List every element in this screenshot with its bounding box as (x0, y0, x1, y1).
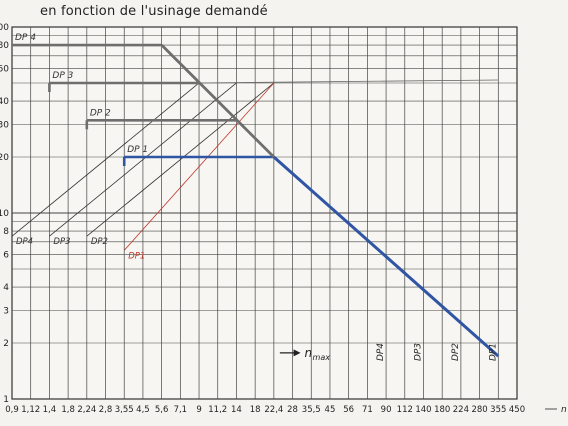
x-tick-label: 2,24 (77, 405, 96, 415)
y-tick-label: 60 (0, 64, 9, 74)
dp3-extension-line (199, 79, 499, 84)
x-tick-label: 3,55 (115, 405, 134, 415)
x-tick-label: 280 (471, 405, 487, 415)
diagonal-label: DP3 (53, 237, 70, 247)
x-tick-label: 5,6 (155, 405, 169, 415)
y-tick-label: 2 (3, 339, 9, 349)
x-tick-label: 0,9 (5, 405, 19, 415)
y-tick-label: 80 (0, 41, 9, 51)
vertical-dp-label: DP1 (488, 343, 498, 361)
nmax-label: n (305, 346, 313, 360)
y-tick-label: 20 (0, 153, 9, 163)
plateau-label: DP 1 (127, 145, 148, 155)
nmax-arrow-head (293, 349, 301, 357)
y-tick-label: 10 (0, 209, 9, 219)
x-tick-label: 140 (415, 405, 431, 415)
x-tick-label: 35,5 (302, 405, 321, 415)
x-tick-label: 1,4 (43, 405, 57, 415)
plateau-label: DP 2 (90, 108, 111, 118)
diagonal-line-dp3 (49, 82, 237, 237)
envelope-line-blue (272, 155, 500, 358)
diagonal-line-dp1 (123, 82, 275, 251)
vertical-dp-label: DP3 (413, 343, 423, 361)
y-tick-label: 100 (0, 23, 9, 33)
y-tick-label: 8 (3, 227, 9, 237)
x-tick-label: 9 (196, 405, 201, 415)
x-tick-label: 450 (509, 405, 525, 415)
nmax-subscript: max (313, 353, 331, 362)
x-tick-label: 7,1 (174, 405, 188, 415)
x-tick-label: 71 (362, 405, 373, 415)
x-tick-label: 22,4 (264, 405, 283, 415)
x-tick-label: 355 (490, 405, 506, 415)
x-tick-label: 18 (250, 405, 261, 415)
x-tick-label: 224 (453, 405, 469, 415)
x-tick-label: 2,8 (99, 405, 113, 415)
envelope-line-grey (160, 44, 275, 158)
x-tick-label: 56 (343, 405, 354, 415)
x-tick-label: 1,8 (61, 405, 75, 415)
diagonal-label: DP4 (16, 237, 33, 247)
plateau-label: DP 3 (52, 71, 73, 81)
vertical-dp-label: DP2 (451, 343, 461, 361)
x-tick-label: 1,12 (21, 405, 40, 415)
chart-title: en fonction de l'usinage demandé (40, 4, 268, 19)
y-tick-label: 6 (3, 250, 9, 260)
plateau-label: DP 4 (15, 33, 36, 43)
y-tick-label: 3 (3, 306, 9, 316)
x-tick-label: 28 (287, 405, 298, 415)
diagonal-label: DP1 (128, 251, 145, 261)
x-tick-label: 90 (381, 405, 392, 415)
y-tick-label: 1 (3, 395, 9, 405)
y-tick-label: 30 (0, 120, 9, 130)
x-tick-label: 4,5 (136, 405, 150, 415)
x-tick-label: 45 (325, 405, 336, 415)
x-tick-label: 180 (434, 405, 450, 415)
x-tick-label: 14 (231, 405, 242, 415)
diagonal-line-dp4 (11, 82, 200, 237)
diagonal-line-dp2 (86, 82, 275, 237)
x-tick-label: 11,2 (208, 405, 227, 415)
y-tick-label: 40 (0, 97, 9, 107)
y-tick-label: 4 (3, 283, 9, 293)
x-tick-label: 112 (397, 405, 413, 415)
diagonal-label: DP2 (91, 237, 108, 247)
vertical-dp-label: DP4 (376, 343, 386, 361)
x-axis-label: n (561, 405, 567, 415)
